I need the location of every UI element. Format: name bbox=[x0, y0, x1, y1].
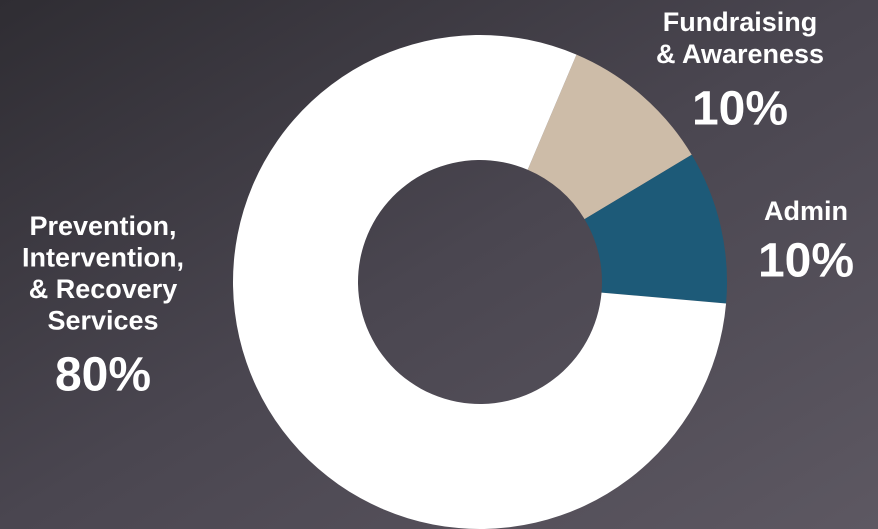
donut-slice bbox=[233, 35, 727, 529]
slice-label: Services bbox=[47, 306, 158, 336]
slice-label: & Awareness bbox=[656, 39, 824, 69]
slice-label: Fundraising bbox=[663, 7, 818, 37]
slice-label: Admin bbox=[764, 196, 848, 226]
slice-label: & Recovery bbox=[29, 274, 178, 304]
donut-slice bbox=[527, 54, 692, 220]
donut-slice bbox=[584, 154, 727, 304]
slice-value-label: 80% bbox=[55, 349, 151, 402]
slice-value-label: 10% bbox=[758, 235, 854, 288]
slice-label: Prevention, bbox=[29, 211, 176, 241]
slice-label: Intervention, bbox=[22, 243, 184, 273]
slice-value-label: 10% bbox=[692, 83, 788, 136]
